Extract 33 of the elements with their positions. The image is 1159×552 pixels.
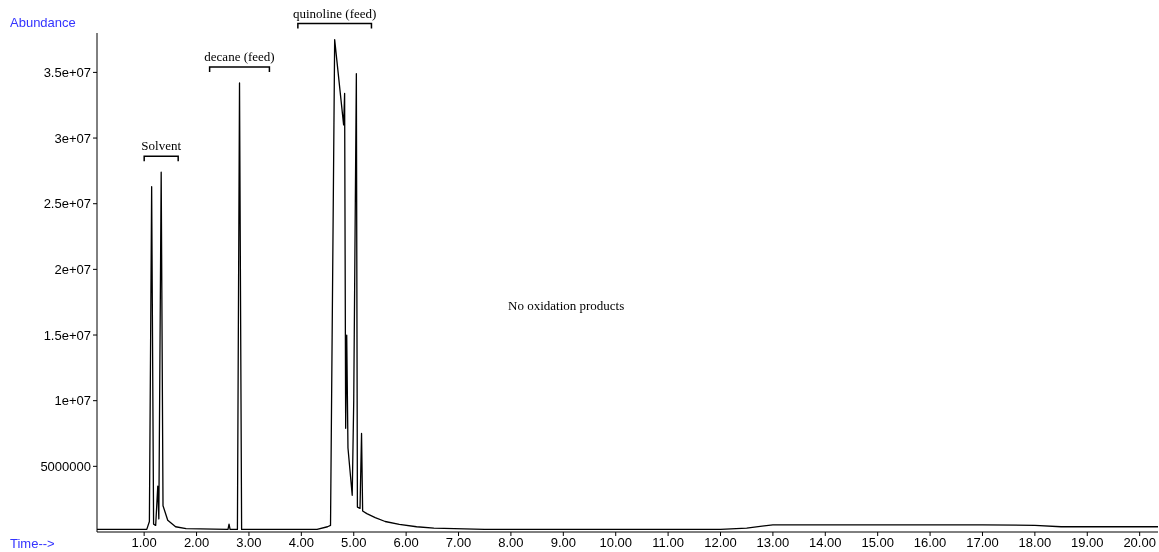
x-tick-label: 13.00 bbox=[756, 535, 790, 551]
x-tick-label: 5.00 bbox=[341, 535, 367, 551]
x-tick-label: 6.00 bbox=[393, 535, 419, 551]
y-axis-title: Abundance bbox=[10, 15, 76, 30]
x-tick-label: 9.00 bbox=[550, 535, 576, 551]
x-tick-label: 8.00 bbox=[498, 535, 524, 551]
y-tick-label: 2e+07 bbox=[54, 261, 91, 277]
x-tick-label: 15.00 bbox=[861, 535, 894, 551]
y-tick-label: 2.5e+07 bbox=[43, 196, 91, 212]
x-tick-label: 4.00 bbox=[288, 535, 314, 551]
annotation: Solvent bbox=[141, 138, 182, 154]
annotation: No oxidation products bbox=[508, 298, 625, 314]
y-tick-label: 3.5e+07 bbox=[43, 65, 91, 81]
x-tick-label: 18.00 bbox=[1018, 535, 1052, 551]
x-axis-title: Time--> bbox=[10, 536, 55, 551]
annotation: decane (feed) bbox=[204, 48, 275, 64]
x-tick-label: 2.00 bbox=[183, 535, 210, 551]
x-tick-label: 7.00 bbox=[445, 535, 472, 551]
annotation: quinoline (feed) bbox=[292, 5, 377, 21]
x-tick-label: 3.00 bbox=[236, 535, 262, 551]
x-tick-label: 17.00 bbox=[966, 535, 999, 551]
x-tick-label: 14.00 bbox=[809, 535, 842, 551]
y-tick-label: 1.5e+07 bbox=[43, 327, 91, 343]
x-tick-label: 16.00 bbox=[913, 535, 947, 551]
y-tick-label: 5000000 bbox=[40, 458, 91, 474]
x-tick-label: 20.00 bbox=[1123, 535, 1156, 551]
x-tick-label: 1.00 bbox=[131, 535, 157, 551]
y-tick-label: 1e+07 bbox=[54, 393, 91, 409]
x-tick-label: 12.00 bbox=[704, 535, 737, 551]
x-tick-label: 11.00 bbox=[652, 535, 684, 551]
x-tick-label: 10.00 bbox=[599, 535, 632, 551]
x-tick-label: 19.00 bbox=[1070, 535, 1104, 551]
y-tick-label: 3e+07 bbox=[54, 130, 91, 146]
